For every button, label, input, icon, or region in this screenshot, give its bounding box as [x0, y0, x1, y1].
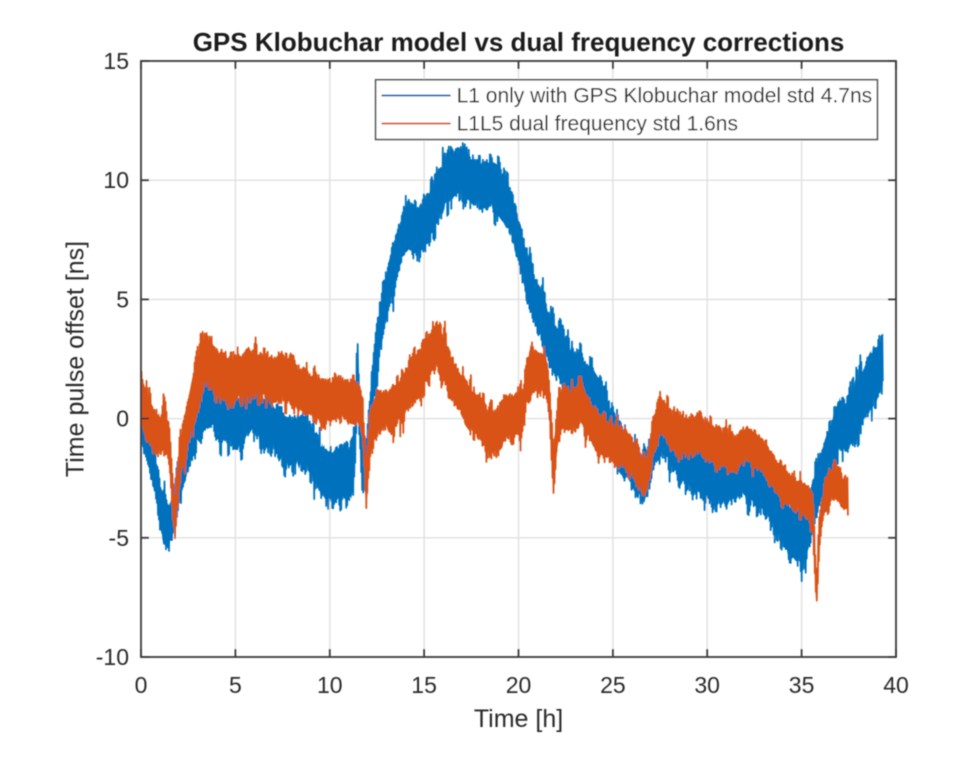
svg-text:40: 40 — [883, 672, 909, 698]
svg-text:30: 30 — [694, 672, 720, 698]
svg-text:Time pulse offset [ns]: Time pulse offset [ns] — [62, 241, 90, 477]
svg-text:Time [h]: Time [h] — [474, 705, 563, 733]
svg-text:0: 0 — [135, 672, 148, 698]
svg-text:0: 0 — [116, 406, 129, 432]
svg-text:15: 15 — [103, 48, 129, 74]
svg-text:15: 15 — [411, 672, 437, 698]
svg-text:-10: -10 — [96, 644, 129, 670]
svg-text:25: 25 — [600, 672, 626, 698]
svg-text:L1 only with GPS Klobuchar mod: L1 only with GPS Klobuchar model std 4.7… — [457, 85, 873, 108]
svg-text:GPS Klobuchar model vs dual fr: GPS Klobuchar model vs dual frequency co… — [193, 27, 845, 57]
svg-text:5: 5 — [116, 286, 129, 312]
svg-text:L1L5 dual frequency std 1.6ns: L1L5 dual frequency std 1.6ns — [457, 113, 738, 136]
svg-text:20: 20 — [506, 672, 532, 698]
svg-text:10: 10 — [317, 672, 343, 698]
svg-text:5: 5 — [229, 672, 242, 698]
svg-text:35: 35 — [789, 672, 815, 698]
svg-text:10: 10 — [103, 167, 129, 193]
svg-text:-5: -5 — [109, 525, 129, 551]
